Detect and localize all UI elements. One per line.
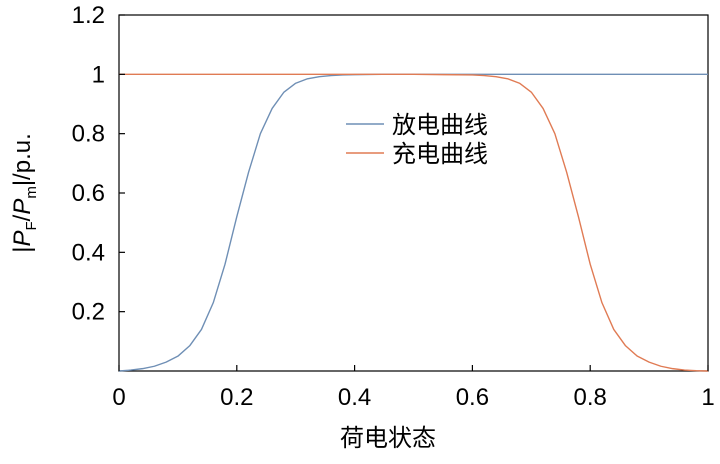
x-tick-label: 0.2 [220, 384, 253, 411]
y-tick-label: 1 [92, 61, 105, 88]
y-axis-title-p1: P [9, 231, 36, 247]
y-axis-title-prefix: | [9, 247, 36, 253]
x-tick-label: 0.4 [338, 384, 371, 411]
y-tick-label: 0.8 [72, 121, 105, 148]
y-axis-title-sub2: m [23, 186, 40, 199]
y-axis-title-suffix: |/p.u. [9, 133, 36, 186]
x-tick-label: 0 [112, 384, 125, 411]
series-layer [118, 73, 709, 372]
y-tick-label: 0.4 [72, 239, 105, 266]
x-axis-title: 荷电状态 [340, 425, 436, 452]
tick-layer: 0 0.2 0.4 0.6 0.8 1 0.2 0.4 0.6 0.8 1 1.2 [72, 2, 715, 411]
y-axis-title: |PF/Pm|/p.u. [9, 133, 40, 253]
y-tick-label: 0.2 [72, 299, 105, 326]
y-tick-label: 0.6 [72, 180, 105, 207]
series-line-0 [118, 73, 708, 372]
x-tick-label: 0.6 [456, 384, 489, 411]
x-tick-label: 1 [701, 384, 714, 411]
series-line-1 [119, 73, 709, 372]
y-axis-title-sub1: F [23, 221, 40, 230]
y-axis-title-p2: P [9, 199, 36, 215]
x-tick-label: 0.8 [574, 384, 607, 411]
y-axis-title-slash: / [9, 214, 36, 221]
legend-label-charge: 充电曲线 [392, 141, 488, 168]
y-tick-label: 1.2 [72, 2, 105, 29]
legend: 放电曲线 充电曲线 [346, 112, 488, 168]
legend-label-discharge: 放电曲线 [392, 112, 488, 139]
